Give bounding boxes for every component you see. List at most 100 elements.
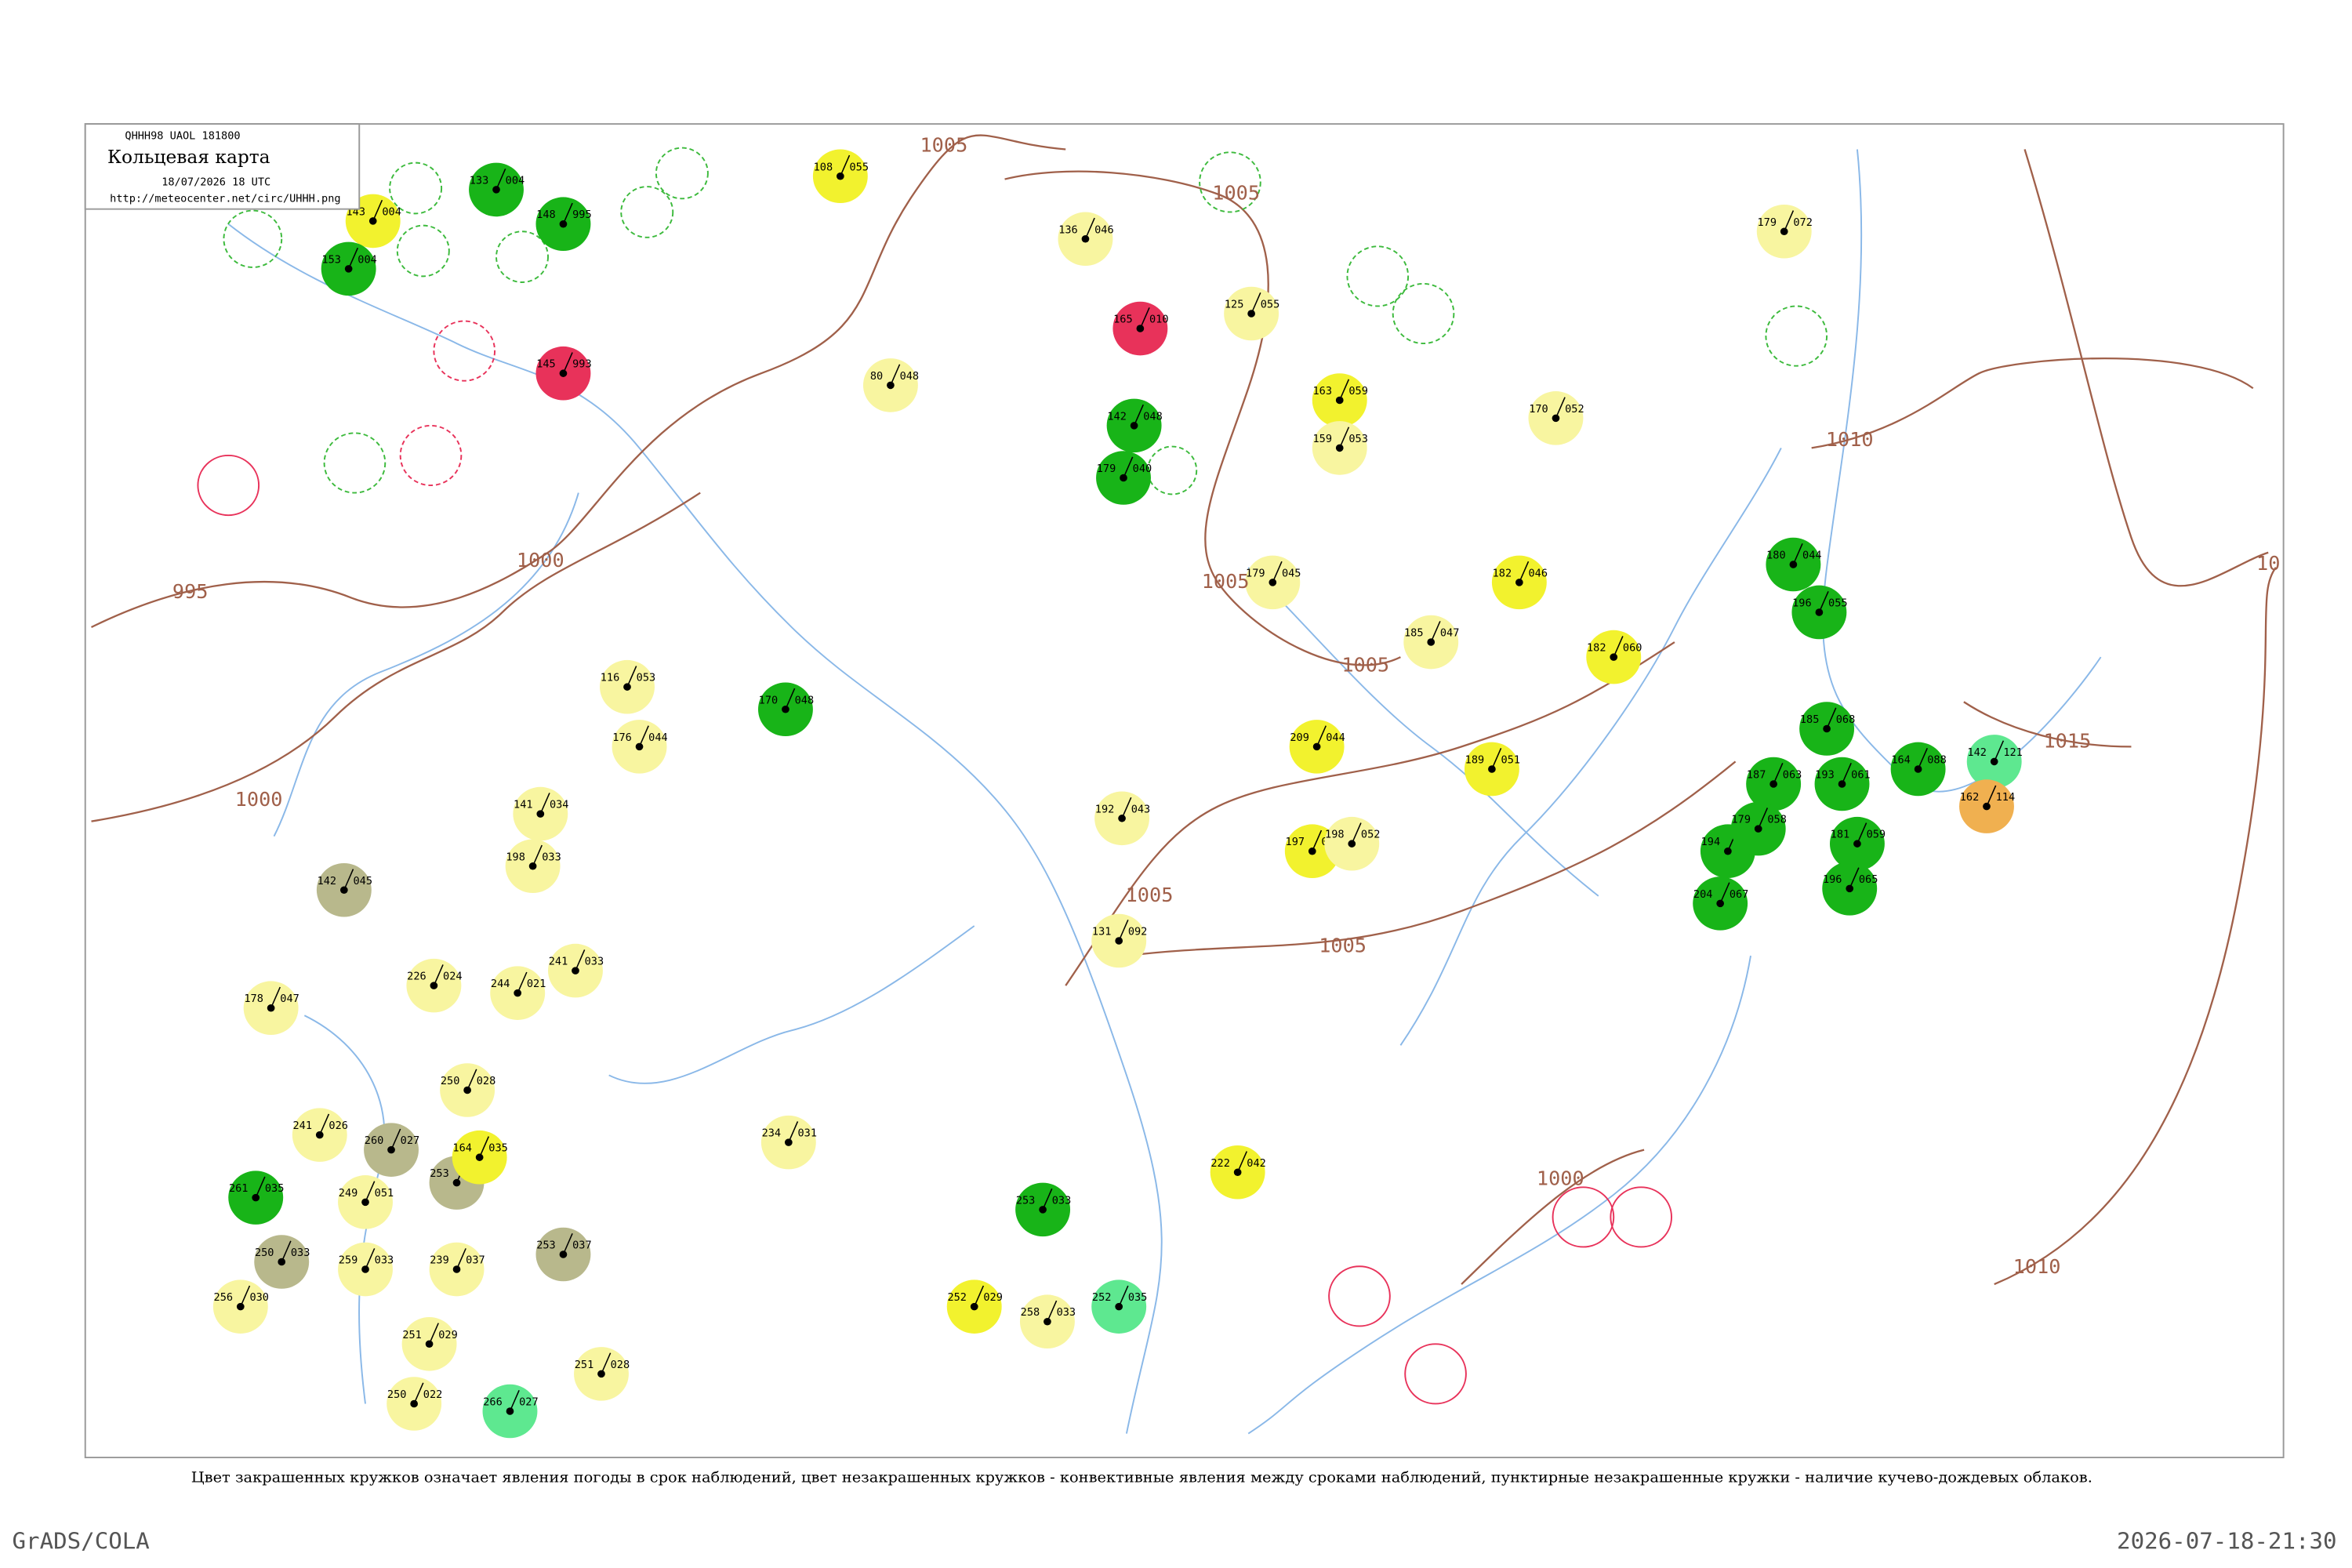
station-pressure: 244	[491, 978, 510, 990]
station-tendency: 048	[795, 695, 815, 706]
isobar-label: 1015	[2043, 730, 2091, 753]
station: 241 033	[548, 943, 604, 998]
station: 253 033	[1015, 1182, 1071, 1237]
wind-barb	[1339, 426, 1350, 448]
station: 252 035	[1091, 1279, 1147, 1334]
station-pressure: 142	[1967, 747, 1987, 759]
wind-barb	[1118, 1285, 1129, 1307]
station-dot	[315, 1131, 324, 1139]
station-tendency: 024	[443, 971, 463, 983]
station: 185 068	[1799, 702, 1855, 756]
wind-barb	[1047, 1300, 1058, 1323]
station-tendency: 053	[637, 673, 656, 684]
isobar-label: 1005	[1319, 935, 1367, 957]
station-dot	[1044, 1317, 1051, 1326]
station: 187 063	[1746, 757, 1802, 811]
station: 266 027	[482, 1384, 539, 1439]
station: 179 040	[1096, 451, 1152, 505]
isobar-labels: 1005100599510001000100510051005100510101…	[172, 134, 2280, 1278]
wind-barb	[974, 1285, 985, 1307]
wind-barb	[1084, 217, 1095, 240]
station-tendency: 995	[572, 209, 592, 221]
isobar-label: 10	[2256, 552, 2280, 575]
station-pressure: 252	[1092, 1292, 1112, 1304]
station: 145 993	[535, 346, 592, 401]
station-tendency: 055	[1261, 299, 1280, 311]
station-tendency: 061	[1851, 770, 1871, 782]
station-pressure: 241	[549, 956, 568, 968]
station-pressure: 164	[1891, 755, 1911, 767]
wind-barb	[532, 844, 543, 867]
station-pressure: 159	[1312, 434, 1332, 445]
station-pressure: 252	[947, 1292, 967, 1304]
isobar-label: 1000	[235, 788, 283, 811]
station-pressure: 179	[1731, 815, 1751, 826]
station-pressure: 185	[1800, 714, 1820, 726]
header-title: Кольцевая карта	[107, 147, 270, 168]
station-tendency: 059	[1867, 829, 1886, 841]
station: 159 053	[1312, 421, 1368, 475]
station-pressure: 136	[1058, 224, 1078, 236]
station: 198 033	[505, 839, 561, 894]
wind-barb	[1139, 307, 1150, 329]
station: 241 026	[292, 1108, 348, 1162]
station-pressure: 179	[1757, 217, 1777, 229]
station-pressure: 250	[255, 1247, 274, 1259]
station-pressure: 176	[612, 732, 632, 744]
station-tendency: 045	[353, 876, 372, 887]
wind-barb	[601, 1352, 612, 1374]
station-dot	[278, 1258, 286, 1266]
isobar-label: 1005	[1202, 570, 1250, 593]
wind-barb	[575, 949, 586, 971]
station-tendency: 052	[1565, 404, 1584, 416]
wind-barb	[343, 869, 354, 891]
station: 244 021	[490, 966, 546, 1020]
station: 176 044	[612, 720, 668, 774]
station-tendency: 037	[466, 1255, 485, 1267]
station: 251 028	[574, 1347, 630, 1401]
station-tendency: 058	[1767, 815, 1787, 826]
wind-barb	[785, 688, 796, 710]
station-pressure: 249	[339, 1188, 358, 1200]
station-tendency: 029	[438, 1330, 458, 1341]
station: 234 031	[760, 1115, 817, 1170]
station-pressure: 164	[452, 1143, 472, 1155]
station-pressure: 250	[387, 1389, 407, 1401]
station-tendency: 004	[506, 176, 525, 187]
wind-barb	[1773, 763, 1784, 785]
wind-barb	[1613, 636, 1624, 658]
wind-barb	[1316, 725, 1327, 747]
wind-barb	[433, 964, 444, 986]
station-tendency: 063	[1783, 770, 1802, 782]
station-dot	[1815, 608, 1824, 616]
station: 179 072	[1756, 204, 1813, 259]
station-tendency: 060	[1623, 643, 1642, 655]
station-pressure: 185	[1404, 628, 1424, 640]
wind-barb	[1272, 561, 1283, 583]
isobar-label: 1000	[1537, 1167, 1584, 1190]
station-tendency: 072	[1793, 217, 1813, 229]
station-pressure: 197	[1286, 837, 1305, 848]
station: 178 047	[243, 981, 299, 1035]
station-tendency: 033	[375, 1255, 394, 1267]
wind-barb	[281, 1240, 292, 1262]
station-tendency: 035	[265, 1183, 285, 1195]
station-dot	[1115, 1302, 1123, 1311]
station-tendency: 031	[797, 1128, 817, 1140]
station-pressure: 226	[407, 971, 426, 983]
station-tendency: 092	[1128, 927, 1148, 938]
isobar-label: 1010	[2013, 1255, 2061, 1278]
station-dot	[267, 1004, 275, 1012]
map-frame	[84, 123, 2285, 1458]
station-pressure: 131	[1092, 927, 1112, 938]
station: 170 048	[757, 682, 815, 737]
station-tendency: 047	[1440, 628, 1460, 640]
station: 170 052	[1528, 391, 1584, 445]
station-pressure: 260	[365, 1135, 384, 1147]
station-tendency: 051	[375, 1188, 394, 1200]
station-pressure: 198	[1325, 829, 1345, 841]
station-tendency: 048	[1143, 411, 1163, 423]
station-pressure: 196	[1823, 874, 1842, 886]
isobar-label: 995	[172, 580, 209, 603]
wind-barb	[1818, 590, 1829, 613]
